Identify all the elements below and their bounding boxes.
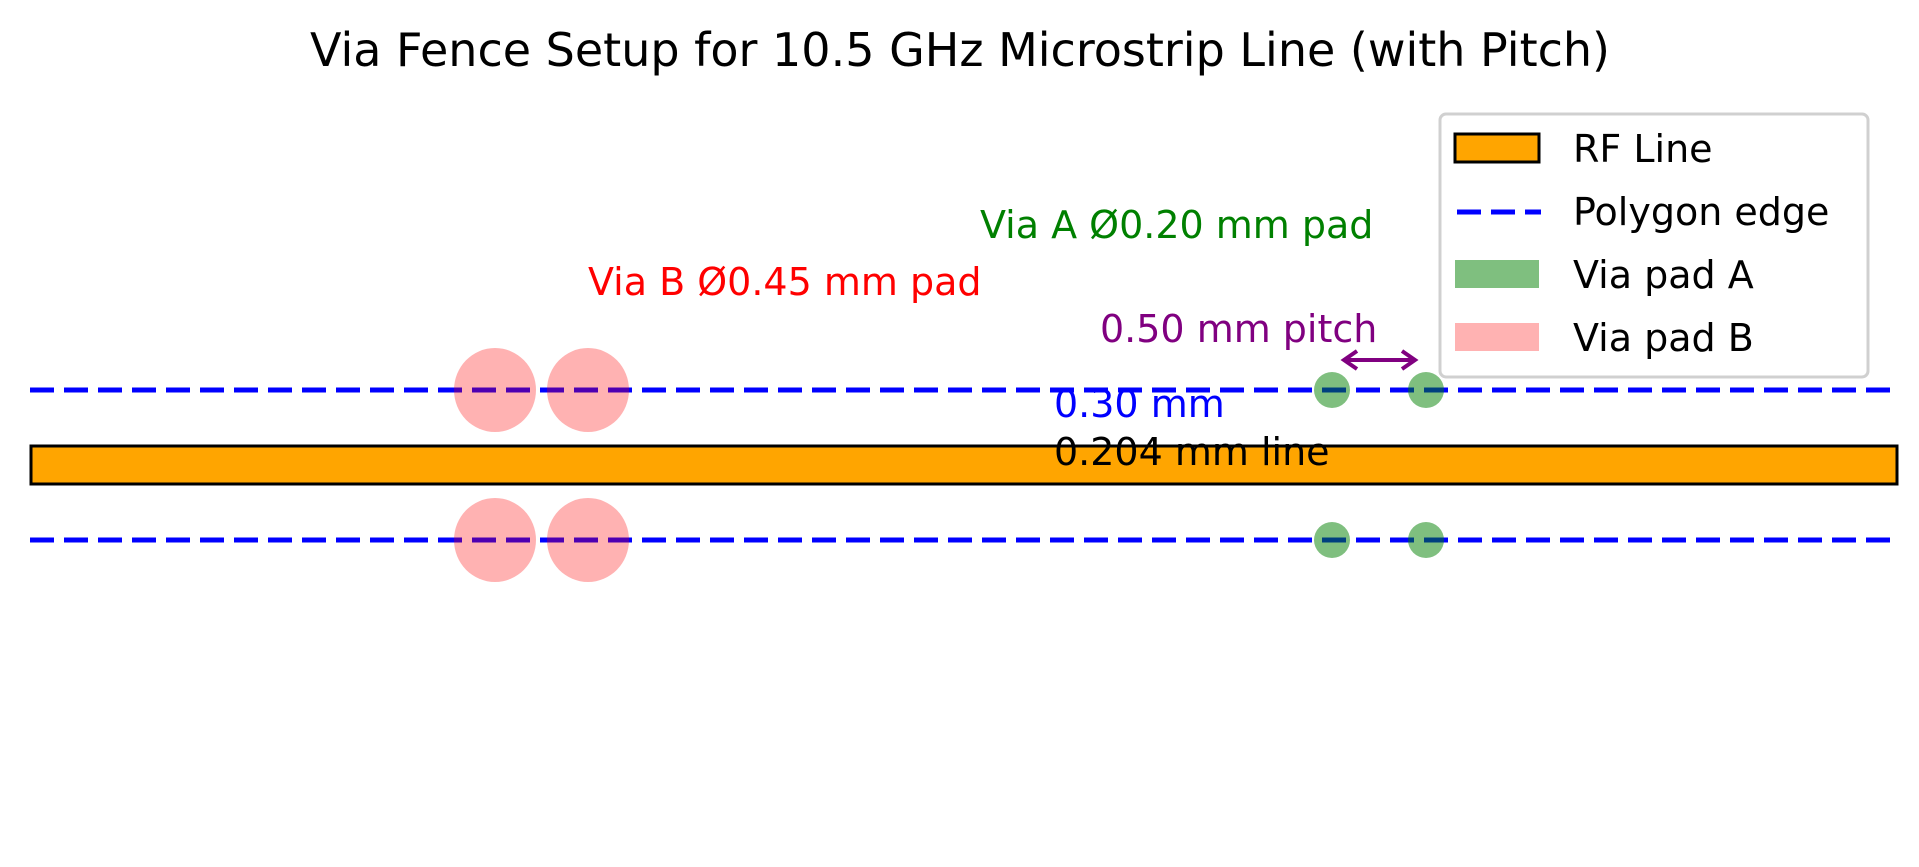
rf-line-legend-icon bbox=[1453, 132, 1541, 164]
legend-label: Polygon edge bbox=[1573, 190, 1829, 234]
via-pad-b bbox=[547, 498, 629, 582]
legend-frame bbox=[1438, 112, 1870, 379]
via-pad-a-legend-icon bbox=[1455, 260, 1539, 288]
rf-line bbox=[29, 444, 1899, 486]
via-pads-b bbox=[454, 348, 629, 582]
legend: RF Line Polygon edge Via pad A Via pad B bbox=[1438, 112, 1870, 379]
legend-label: RF Line bbox=[1573, 127, 1713, 171]
diagram-title: Via Fence Setup for 10.5 GHz Microstrip … bbox=[310, 23, 1610, 77]
via-pad-b bbox=[454, 498, 536, 582]
pitch-arrow bbox=[1340, 349, 1419, 371]
legend-label: Via pad A bbox=[1573, 253, 1754, 297]
via-pad-a bbox=[1314, 522, 1350, 558]
via-b-label: Via B Ø0.45 mm pad bbox=[588, 260, 981, 304]
via-a-label: Via A Ø0.20 mm pad bbox=[980, 203, 1373, 247]
legend-label: Via pad B bbox=[1573, 316, 1754, 360]
via-pad-b bbox=[547, 348, 629, 432]
pitch-label: 0.50 mm pitch bbox=[1100, 307, 1377, 351]
line-width-label: 0.204 mm line bbox=[1054, 430, 1330, 474]
via-pad-b-legend-icon bbox=[1455, 323, 1539, 351]
via-pad-a bbox=[1408, 372, 1444, 408]
via-pad-a bbox=[1314, 372, 1350, 408]
via-pad-a bbox=[1408, 522, 1444, 558]
gap-label: 0.30 mm bbox=[1054, 382, 1225, 426]
via-pad-b bbox=[454, 348, 536, 432]
via-pads-a bbox=[1314, 372, 1444, 558]
